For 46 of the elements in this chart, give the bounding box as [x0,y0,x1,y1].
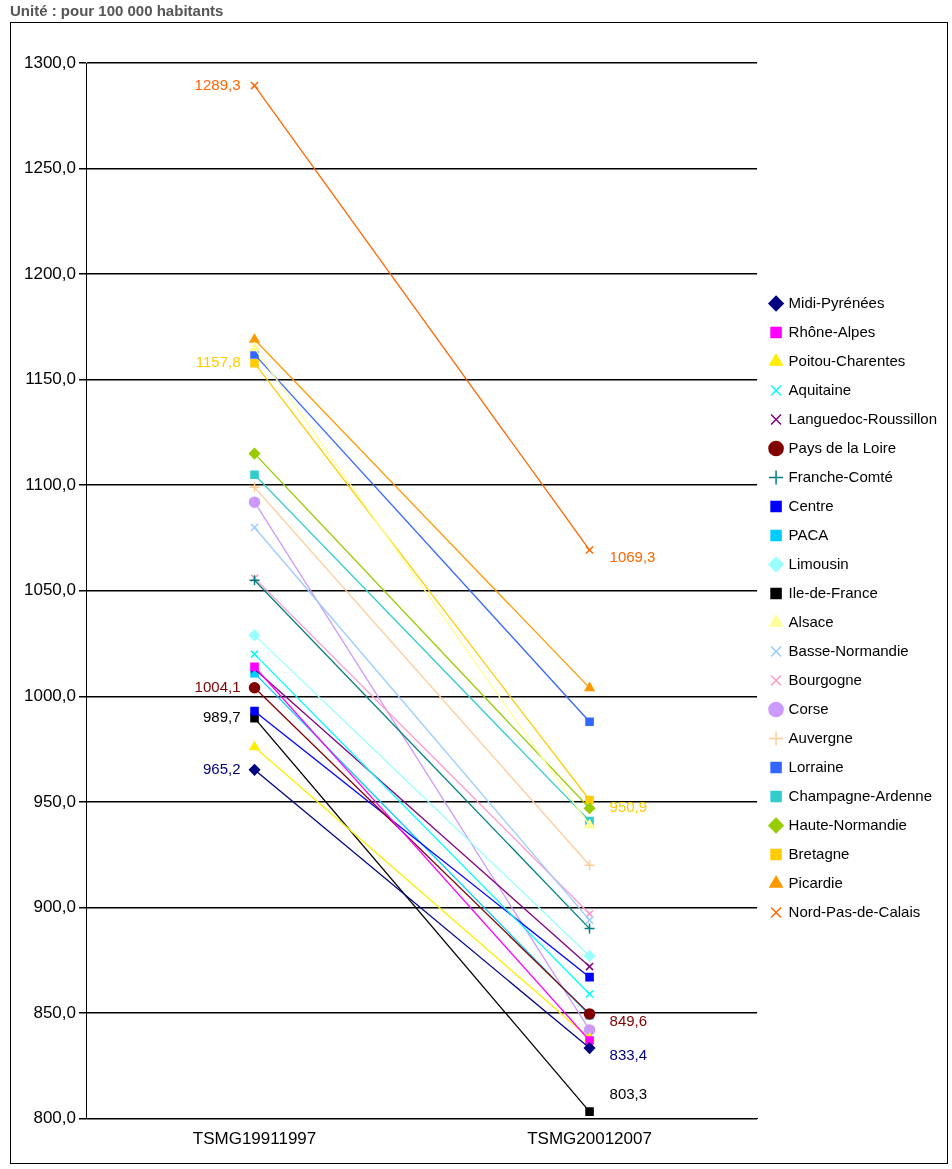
y-tick-label: 800,0 [33,1108,76,1128]
y-tick-label: 1300,0 [24,52,76,72]
y-tick-label: 1100,0 [25,474,76,494]
y-tick-label: 1000,0 [24,686,76,706]
legend-label: Franche-Comté [788,467,893,485]
x-tick-label: TSMG19911997 [192,1129,317,1149]
y-tick-label: 950,0 [33,791,76,811]
legend-label: Alsace [788,612,834,630]
data-label: 1289,3 [194,75,241,93]
y-tick-label: 1250,0 [24,158,76,178]
legend-label: Ile-de-France [788,583,878,601]
y-tick-label: 1050,0 [24,580,76,600]
data-label: 1069,3 [609,548,656,566]
legend-label: Centre [788,496,834,514]
chart-title: Unité : pour 100 000 habitants [9,1,225,21]
y-tick-label: 900,0 [33,897,76,917]
legend-label: Auvergne [788,728,853,746]
legend-label: Lorraine [788,757,844,775]
legend-label: Midi-Pyrénées [788,293,885,311]
data-label: 989,7 [202,708,241,726]
legend-label: Bourgogne [788,670,862,688]
legend-label: Bretagne [788,844,850,862]
x-tick-label: TSMG20012007 [527,1129,652,1149]
data-label: 950,9 [609,798,648,816]
legend-label: Limousin [788,554,849,572]
legend-label: Basse-Normandie [788,641,909,659]
legend-label: Languedoc-Roussillon [788,409,937,427]
data-label: 833,4 [609,1046,648,1064]
y-tick-label: 850,0 [33,1002,76,1022]
legend-label: Picardie [788,873,843,891]
data-label: 965,2 [202,759,241,777]
legend-label: Corse [788,699,829,717]
legend-label: PACA [788,525,829,543]
legend-label: Aquitaine [788,380,852,398]
data-label: 849,6 [609,1012,648,1030]
legend-label: Pays de la Loire [788,438,897,456]
y-tick-label: 1200,0 [24,263,76,283]
y-tick-label: 1150,0 [25,369,76,389]
legend-label: Nord-Pas-de-Calais [788,902,921,920]
legend-label: Rhône-Alpes [788,322,876,340]
legend-label: Haute-Normandie [788,815,907,833]
data-label: 1004,1 [194,677,241,695]
data-label: 1157,8 [195,353,241,371]
data-label: 803,3 [609,1084,648,1102]
legend-label: Champagne-Ardenne [788,786,932,804]
legend-label: Poitou-Charentes [788,351,906,369]
